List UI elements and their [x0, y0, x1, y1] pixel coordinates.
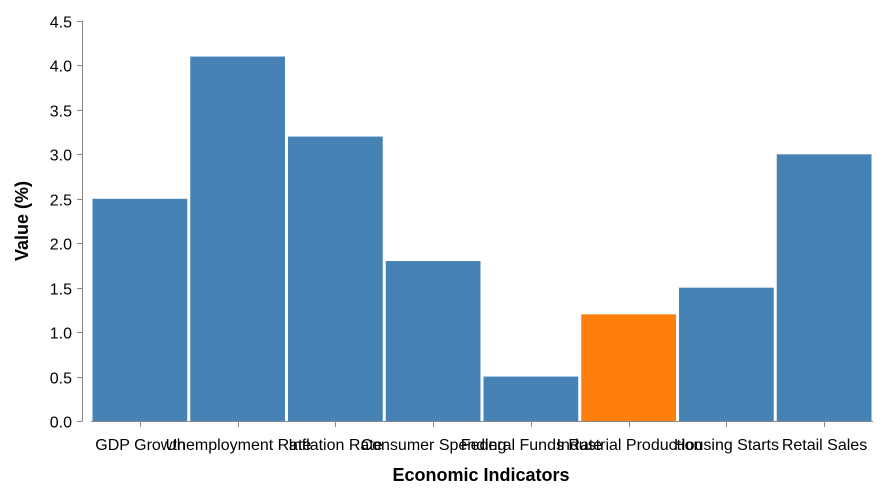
bar-gdp-growth [92, 198, 188, 421]
x-tick-label: Federal Funds Rate [461, 437, 603, 454]
bar-housing-starts [679, 287, 774, 421]
y-tick-label: 4.0 [50, 59, 72, 76]
y-tick-label: 1.5 [50, 282, 72, 299]
x-tick-label: Housing Starts [674, 437, 779, 454]
bar-industrial-production [581, 314, 676, 421]
y-tick-label: 3.0 [50, 148, 72, 165]
x-tick-label: Industrial Production [557, 437, 703, 454]
bar-federal-funds-rate [483, 376, 579, 421]
y-tick-label: 0.0 [50, 415, 72, 432]
y-axis-title: Value (%) [12, 181, 32, 261]
x-tick-label: GDP Growth [95, 437, 185, 454]
x-axis-title: Economic Indicators [392, 465, 569, 485]
y-axis: 0.0 0.5 1.0 1.5 2.0 2.5 3.0 3.5 4.0 4.5 [50, 15, 83, 432]
y-tick-label: 3.5 [50, 104, 72, 121]
x-tick-label: Consumer Spending [361, 437, 507, 454]
bar-unemployment-rate [190, 56, 285, 422]
y-tick-label: 4.5 [50, 15, 72, 32]
bar-retail-sales [776, 154, 872, 421]
bar-inflation-rate [288, 136, 383, 421]
y-tick-label: 2.5 [50, 193, 72, 210]
bars [92, 56, 872, 422]
x-tick-label: Retail Sales [782, 437, 867, 454]
y-tick-label: 1.0 [50, 326, 72, 343]
x-tick-label: Unemployment Rate [166, 437, 312, 454]
x-tick-label: Inflation Rate [288, 437, 382, 454]
y-tick-label: 0.5 [50, 371, 72, 388]
y-tick-label: 2.0 [50, 237, 72, 254]
bar-consumer-spending [385, 261, 481, 421]
